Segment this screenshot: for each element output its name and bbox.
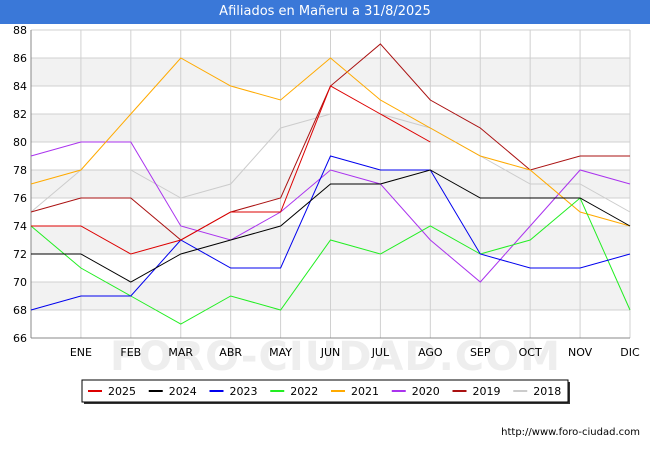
legend-label-2023: 2023: [230, 385, 258, 398]
y-tick-label: 86: [13, 52, 27, 65]
y-tick-label: 66: [13, 332, 27, 345]
x-tick-label: SEP: [470, 346, 491, 359]
chart-title: Afiliados en Mañeru a 31/8/2025: [219, 4, 431, 19]
legend-label-2025: 2025: [108, 385, 136, 398]
legend-label-2019: 2019: [473, 385, 501, 398]
watermark-text: FORO-CIUDAD.COM: [110, 334, 561, 380]
x-tick-label: DIC: [620, 346, 640, 359]
series-line-2024: [31, 169, 631, 283]
x-tick-label: FEB: [120, 346, 141, 359]
x-tick-label: MAY: [269, 346, 292, 359]
legend-box: [81, 379, 569, 403]
x-tick-label: OCT: [519, 346, 542, 359]
y-tick-label: 74: [13, 220, 27, 233]
series-line-2025: [31, 85, 431, 255]
y-tick-label: 84: [13, 80, 27, 93]
legend-label-2022: 2022: [290, 385, 318, 398]
series-line-2023: [30, 155, 631, 311]
x-tick-label: JUL: [371, 346, 390, 359]
x-tick-label: MAR: [168, 346, 193, 359]
y-tick-label: 82: [13, 108, 27, 121]
series-line-2021: [30, 57, 631, 227]
series-line-2020: [30, 141, 631, 283]
y-tick-label: 78: [13, 164, 27, 177]
x-tick-label: ABR: [219, 346, 242, 359]
legend-label-2020: 2020: [412, 385, 440, 398]
x-tick-label: AGO: [418, 346, 443, 359]
series-line-2018: [30, 113, 631, 213]
source-url: http://www.foro-ciudad.com: [501, 427, 640, 438]
y-tick-label: 72: [13, 248, 27, 261]
x-tick-label: JUN: [320, 346, 341, 359]
legend-label-2018: 2018: [533, 385, 561, 398]
y-tick-label: 70: [13, 276, 27, 289]
y-tick-label: 68: [13, 304, 27, 317]
x-tick-label: ENE: [70, 346, 92, 359]
legend-label-2024: 2024: [169, 385, 197, 398]
x-tick-label: NOV: [568, 346, 593, 359]
title-bar: [0, 0, 650, 24]
y-tick-label: 80: [13, 136, 27, 149]
y-tick-label: 76: [13, 192, 27, 205]
legend-label-2021: 2021: [351, 385, 379, 398]
y-tick-label: 88: [13, 24, 27, 37]
